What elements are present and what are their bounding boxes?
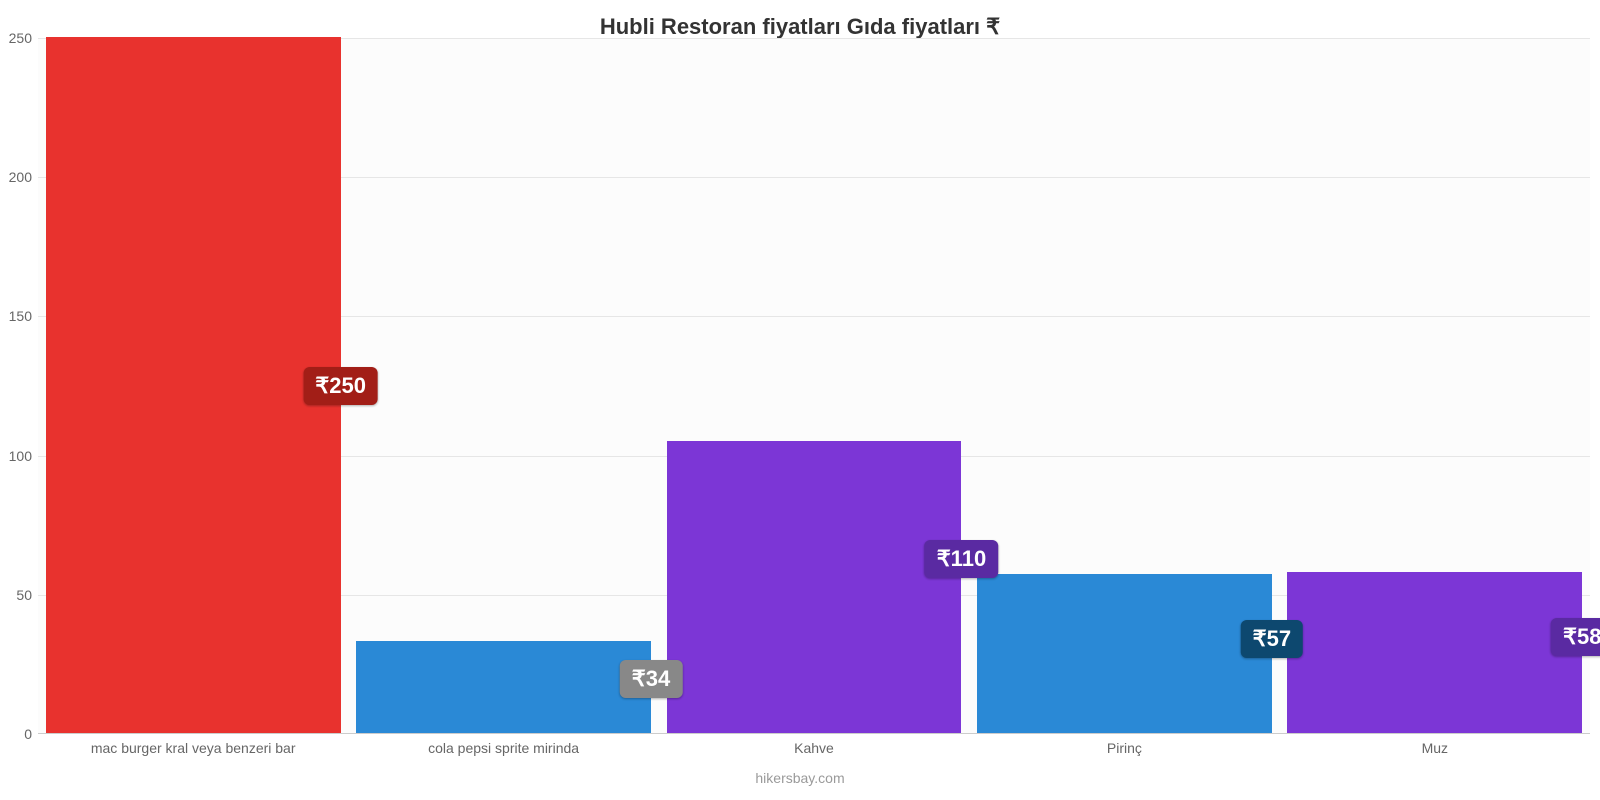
y-tick-label: 50: [2, 587, 32, 603]
x-tick-label: Muz: [1422, 740, 1448, 756]
y-tick-label: 100: [2, 448, 32, 464]
value-badge: ₹250: [303, 367, 378, 405]
x-tick-label: Kahve: [794, 740, 834, 756]
chart-subtitle: hikersbay.com: [0, 770, 1600, 786]
x-tick-label: cola pepsi sprite mirinda: [428, 740, 579, 756]
bar: [46, 37, 341, 733]
x-tick-label: mac burger kral veya benzeri bar: [91, 740, 296, 756]
bar-chart: Hubli Restoran fiyatları Gıda fiyatları …: [0, 0, 1600, 800]
bar: [1287, 572, 1582, 733]
y-tick-label: 200: [2, 169, 32, 185]
value-badge: ₹58: [1551, 618, 1600, 656]
y-tick-label: 0: [2, 726, 32, 742]
value-badge: ₹110: [925, 540, 999, 578]
value-badge: ₹34: [620, 660, 682, 698]
plot-area: [38, 38, 1590, 734]
x-tick-label: Pirinç: [1107, 740, 1142, 756]
bar: [667, 441, 962, 733]
y-tick-label: 250: [2, 30, 32, 46]
value-badge: ₹57: [1241, 620, 1303, 658]
y-tick-label: 150: [2, 308, 32, 324]
bar: [977, 574, 1272, 733]
bar: [356, 641, 651, 733]
